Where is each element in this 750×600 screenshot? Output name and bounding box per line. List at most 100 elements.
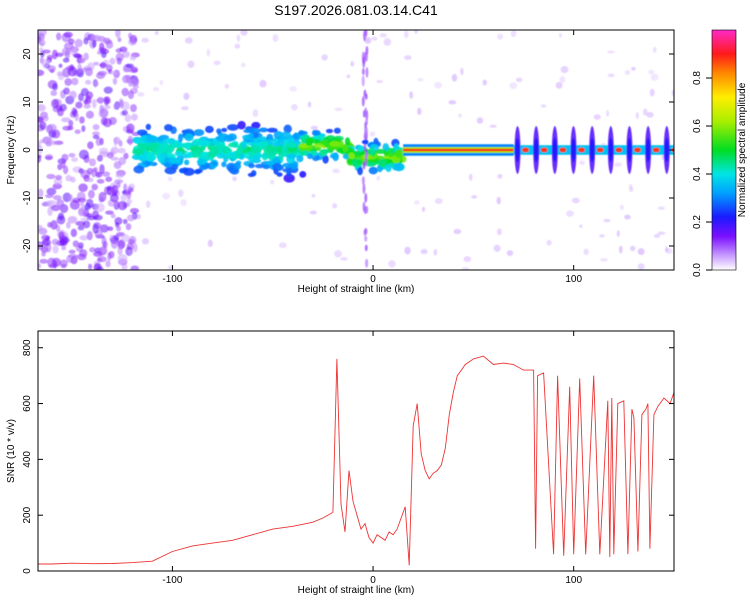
spectrogram-blob <box>414 30 418 34</box>
spectrogram-blob <box>646 138 651 162</box>
spectrogram-blob <box>603 219 611 223</box>
spectrogram-blob <box>365 126 369 138</box>
spectrogram-blob <box>38 116 44 124</box>
spectrogram-blob <box>42 115 49 122</box>
spectrogram-blob <box>87 141 94 150</box>
spectrogram-blob <box>614 162 622 167</box>
spectrogram-blob <box>193 129 205 137</box>
spectrogram-blob <box>296 155 304 163</box>
spectrogram-blob <box>240 62 246 68</box>
spectrogram-band <box>403 148 514 152</box>
spectrogram-blob <box>59 103 67 112</box>
snr-panel: -100 0 100 0 200 400 600 800 Height of straigh… <box>6 330 675 596</box>
spectrogram-blob <box>463 256 472 263</box>
spectrogram-blob <box>364 37 372 44</box>
spectrogram-blob <box>404 246 411 255</box>
spectrogram-blob <box>361 176 365 185</box>
spectrogram-blob <box>59 259 68 268</box>
spectrogram-blob <box>74 38 83 48</box>
spectrogram-blob <box>223 135 234 142</box>
spectrogram-blob <box>47 123 57 133</box>
spectrogram-blob <box>78 93 84 102</box>
spectrogram-blob <box>121 50 131 58</box>
spectrogram-blob <box>83 52 89 61</box>
spectrogram-blob <box>113 136 121 145</box>
spectrogram-blob <box>117 37 122 43</box>
spectrogram-blob <box>434 198 443 205</box>
spectrogram-blob <box>364 107 368 117</box>
colorbar-tick-label: 0.4 <box>692 167 703 181</box>
spectrogram-blob <box>540 147 548 153</box>
colorbar: 0.0 0.2 0.4 0.6 0.8 Normalized spectral ampl… <box>692 29 748 277</box>
spectrogram-blob <box>41 234 51 241</box>
spectrogram-blob <box>534 138 539 162</box>
spectrogram-blob <box>383 38 392 46</box>
spectrogram-blob <box>417 107 422 116</box>
spectrogram-blob <box>375 148 387 155</box>
spectrogram-blob <box>235 150 242 159</box>
spectrogram-blob <box>266 127 278 133</box>
figure-title: S197.2026.081.03.14.C41 <box>274 2 438 18</box>
spectrogram-blob <box>38 224 43 231</box>
snr-x-label: Height of straight line (km) <box>298 585 415 596</box>
spectrogram-blob <box>216 128 222 134</box>
spectrogram-blob <box>96 178 105 184</box>
spectrogram-blob <box>119 46 128 53</box>
x-tick-label: -100 <box>162 274 182 285</box>
spectrogram-blob <box>70 256 78 265</box>
spectrogram-blob <box>113 102 118 110</box>
spectrogram-blob <box>63 31 73 38</box>
spectrogram-blob <box>207 149 217 159</box>
spectrogram-blob <box>232 176 237 182</box>
spectrogram-layer <box>38 30 674 270</box>
spectrogram-blob <box>555 81 563 89</box>
spectrogram-blob <box>650 73 659 81</box>
spectrogram-blob <box>59 204 69 213</box>
spectrogram-blob <box>362 161 366 170</box>
spectrogram-blob <box>41 239 52 246</box>
spectrogram-blob <box>291 104 298 111</box>
spectrogram-blob <box>74 129 81 135</box>
spectrogram-blob <box>571 138 576 162</box>
spectrogram-blob <box>105 210 114 215</box>
spectrogram-blob <box>648 69 655 75</box>
spectrogram-blob <box>560 65 569 74</box>
spectrogram-blob <box>334 107 343 112</box>
spectrogram-blob <box>125 129 134 134</box>
spectrogram-blob <box>57 163 63 171</box>
spectrogram-blob <box>130 104 137 113</box>
spectrogram-blob <box>282 162 294 168</box>
spectrogram-blob <box>118 99 124 109</box>
spectrogram-blob <box>98 109 107 118</box>
spectrogram-blob <box>309 210 317 215</box>
spectrogram-blob <box>420 248 428 255</box>
spectrogram-blob <box>298 130 308 136</box>
spectrogram-blob <box>409 91 414 99</box>
spectrogram-blob <box>369 147 375 156</box>
spectrogram-blob <box>251 145 261 153</box>
spectrogram-blob <box>471 195 478 199</box>
spectrogram-blob <box>605 110 610 117</box>
spectrogram-blob <box>78 242 84 249</box>
spectrogram-blob <box>310 125 319 131</box>
spectrogram-blob <box>41 58 50 68</box>
spectrogram-blob <box>115 30 121 38</box>
spectrogram-blob <box>631 67 636 71</box>
spectrogram-blob <box>95 137 102 146</box>
spectrogram-blob <box>112 77 118 85</box>
spectrogram-blob <box>248 163 255 169</box>
spectrogram-blob <box>51 49 58 60</box>
spectrogram-blob <box>39 258 49 264</box>
spectrogram-blob <box>51 238 60 246</box>
spectrogram-blob <box>122 218 128 225</box>
spectrogram-blob <box>213 60 221 66</box>
spectrogram-blob <box>348 152 355 160</box>
spectrogram-blob <box>616 230 620 237</box>
spectrogram-blob <box>74 112 79 122</box>
spectrogram-blob <box>497 173 503 179</box>
colorbar-tick-label: 0.6 <box>692 119 703 133</box>
spectrogram-blob <box>108 250 115 259</box>
spectrogram-blob <box>136 129 148 136</box>
spectrogram-blob <box>46 173 56 180</box>
